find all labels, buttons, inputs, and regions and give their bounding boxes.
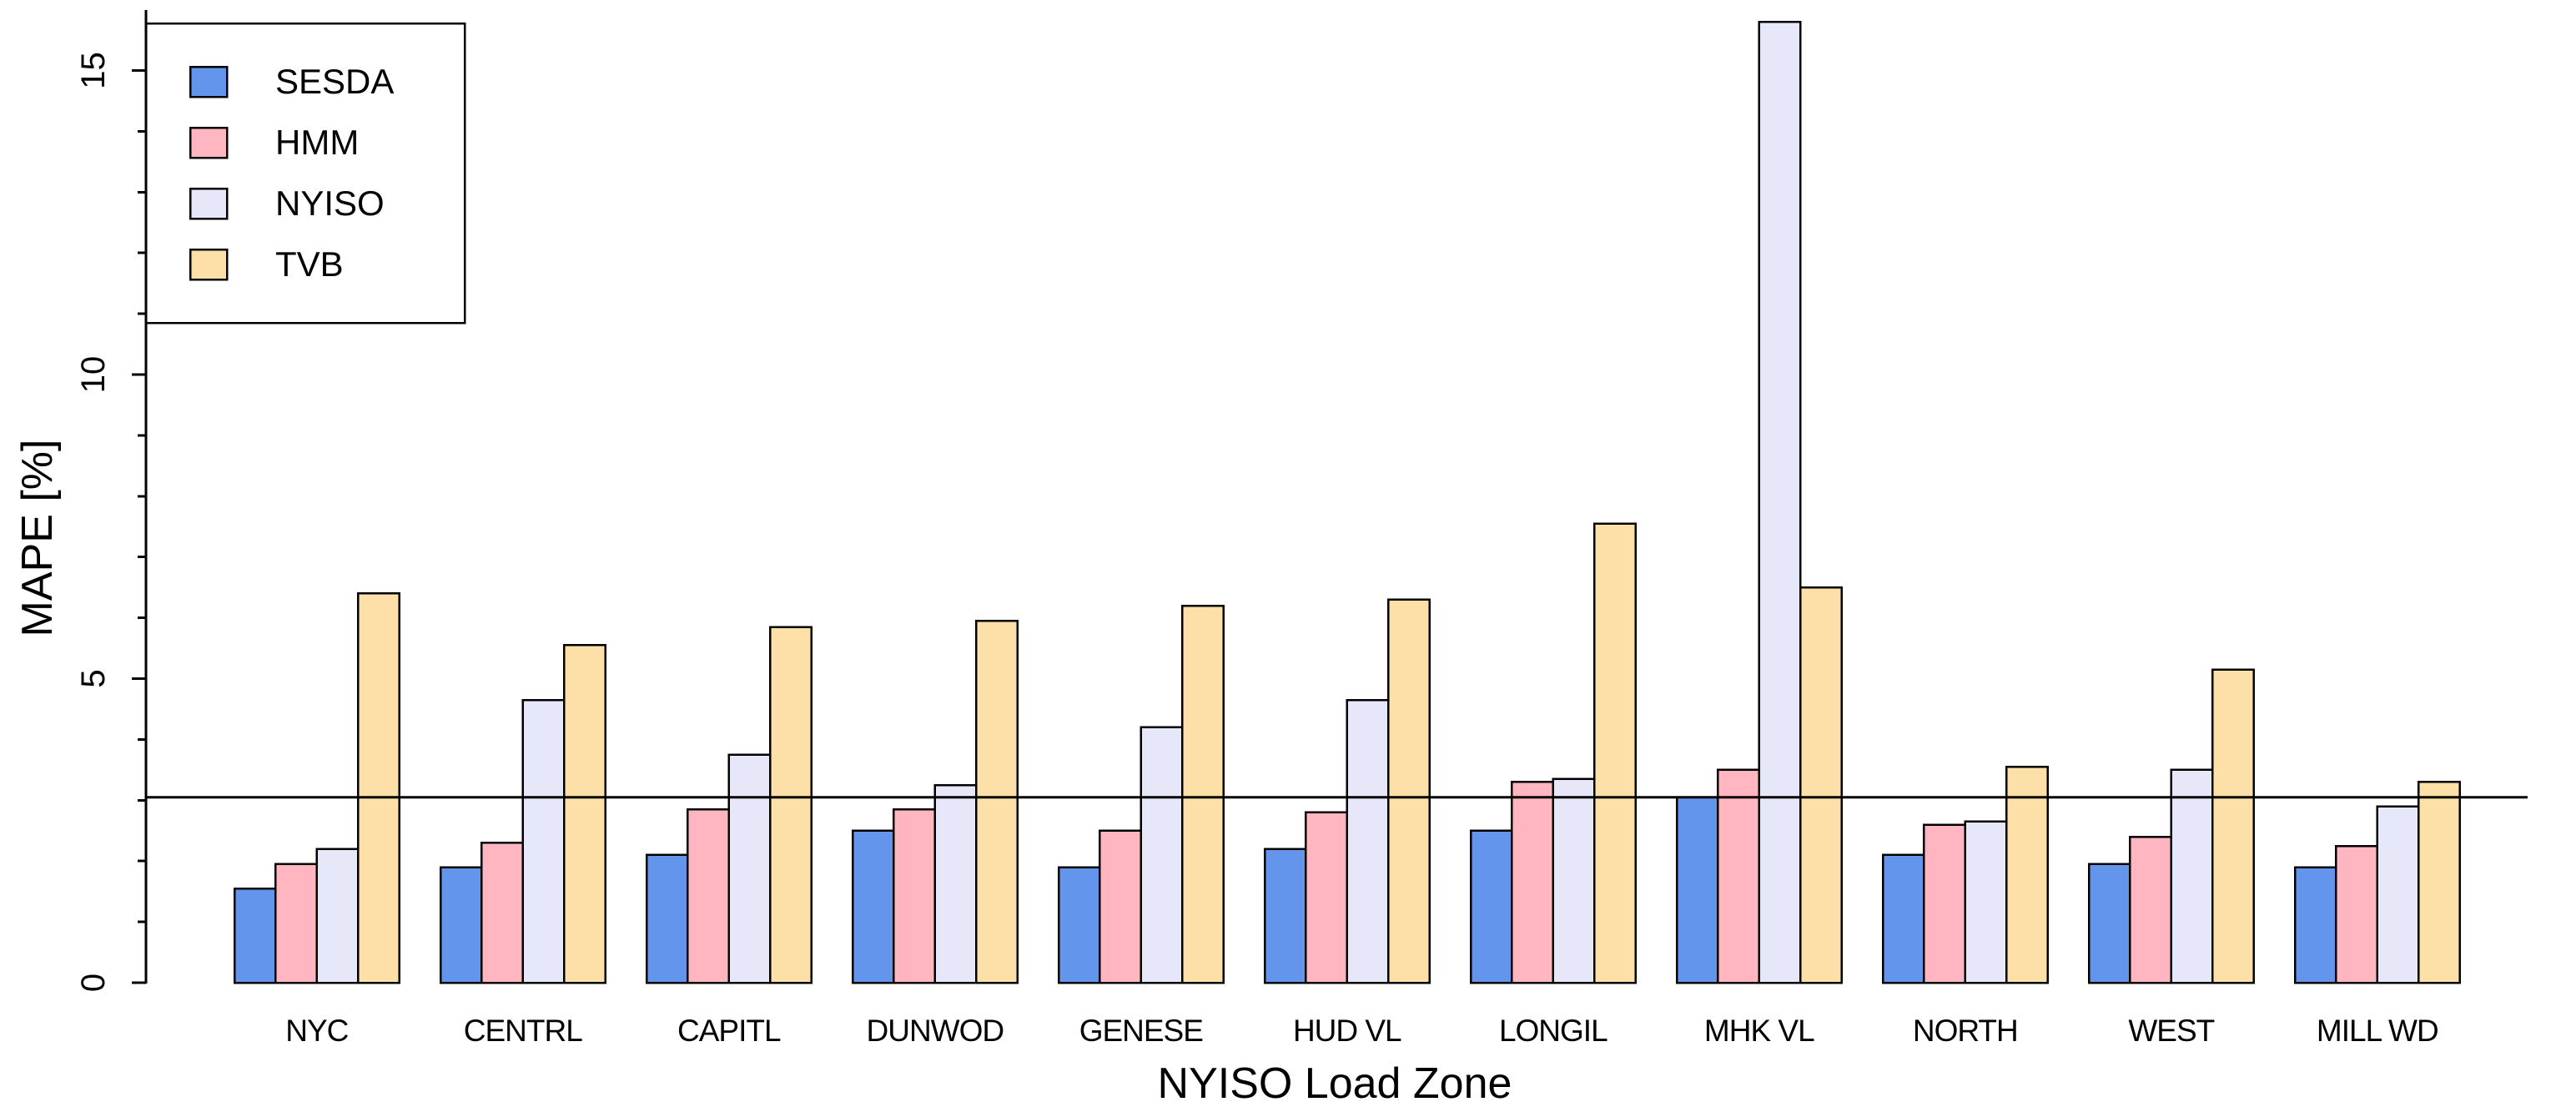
legend-swatch-hmm <box>189 126 229 159</box>
bar-hmm-hud-vl <box>1305 811 1349 984</box>
y-tick-label-0: 0 <box>75 974 112 992</box>
legend-swatch-sesda <box>189 65 229 98</box>
legend-label-tvb: TVB <box>275 244 344 284</box>
category-label-mill-wd: MILL WD <box>2317 1014 2438 1048</box>
bar-sesda-mill-wd <box>2293 866 2337 984</box>
bar-hmm-north <box>1923 823 1967 984</box>
y-axis-title: MAPE [%] <box>13 440 62 637</box>
bar-hmm-nyc <box>274 863 319 984</box>
category-label-dunwod: DUNWOD <box>867 1014 1004 1048</box>
bar-tvb-nyc <box>356 592 400 984</box>
bar-sesda-west <box>2087 863 2131 984</box>
x-axis-title: NYISO Load Zone <box>1158 1059 1512 1108</box>
bar-nyiso-centrl <box>521 698 566 984</box>
bar-hmm-dunwod <box>893 808 937 984</box>
bar-hmm-capitl <box>687 808 731 984</box>
bar-sesda-dunwod <box>851 829 895 984</box>
bar-hmm-longil <box>1511 781 1555 984</box>
bar-tvb-north <box>2005 765 2049 984</box>
y-tick-label-10: 10 <box>75 356 112 394</box>
bar-sesda-genese <box>1057 866 1101 984</box>
bar-tvb-centrl <box>562 644 606 984</box>
category-label-genese: GENESE <box>1079 1014 1204 1048</box>
bar-nyiso-nyc <box>315 848 360 984</box>
bar-nyiso-north <box>1964 820 2008 984</box>
bar-hmm-mhk-vl <box>1717 768 1761 984</box>
bar-sesda-hud-vl <box>1263 848 1307 984</box>
bar-nyiso-mill-wd <box>2376 805 2420 984</box>
category-label-west: WEST <box>2128 1014 2214 1048</box>
bar-tvb-capitl <box>768 626 813 984</box>
category-label-nyc: NYC <box>285 1014 348 1048</box>
category-label-centrl: CENTRL <box>464 1014 582 1048</box>
legend-swatch-tvb <box>189 248 229 281</box>
y-tick-label-5: 5 <box>75 669 112 687</box>
bar-tvb-mhk-vl <box>1799 586 1843 984</box>
bar-sesda-longil <box>1469 829 1513 984</box>
bar-tvb-hud-vl <box>1386 598 1431 984</box>
y-tick-label-15: 15 <box>75 52 112 89</box>
legend-label-nyiso: NYISO <box>275 184 385 223</box>
legend-swatch-nyiso <box>189 187 229 220</box>
bar-sesda-nyc <box>233 887 277 984</box>
category-labels: NYC CENTRL CAPITL DUNWOD GENESE HUD VL LONGIL M… <box>285 1014 2438 1048</box>
bars-layer <box>146 20 2528 984</box>
bar-nyiso-capitl <box>727 753 772 984</box>
bar-sesda-north <box>1881 853 1925 984</box>
legend-label-sesda: SESDA <box>275 62 394 101</box>
bar-nyiso-genese <box>1140 726 1184 984</box>
legend-label-hmm: HMM <box>275 123 359 162</box>
bar-tvb-dunwod <box>974 619 1019 984</box>
bar-tvb-longil <box>1592 522 1637 984</box>
bar-nyiso-mhk-vl <box>1758 20 1802 984</box>
bar-sesda-capitl <box>645 853 689 984</box>
bar-sesda-mhk-vl <box>1675 796 1719 984</box>
category-label-longil: LONGIL <box>1499 1014 1607 1048</box>
category-label-capitl: CAPITL <box>677 1014 781 1048</box>
bar-nyiso-dunwod <box>933 783 978 984</box>
bar-hmm-centrl <box>480 842 525 984</box>
y-axis: 0 5 10 15 <box>75 10 148 992</box>
category-label-hud-vl: HUD VL <box>1293 1014 1401 1048</box>
bar-nyiso-hud-vl <box>1346 698 1390 984</box>
bar-nyiso-longil <box>1552 777 1596 984</box>
bar-nyiso-west <box>2170 768 2214 984</box>
bar-hmm-west <box>2129 835 2173 984</box>
bar-tvb-genese <box>1180 604 1225 984</box>
bar-tvb-west <box>2211 668 2255 984</box>
category-label-mhk-vl: MHK VL <box>1704 1014 1814 1048</box>
bar-sesda-centrl <box>439 866 483 984</box>
category-label-north: NORTH <box>1913 1014 2018 1048</box>
bar-hmm-genese <box>1099 829 1143 984</box>
bar-hmm-mill-wd <box>2335 844 2379 984</box>
bar-tvb-mill-wd <box>2417 781 2461 984</box>
legend: SESDA HMM NYISO TVB <box>144 22 466 325</box>
